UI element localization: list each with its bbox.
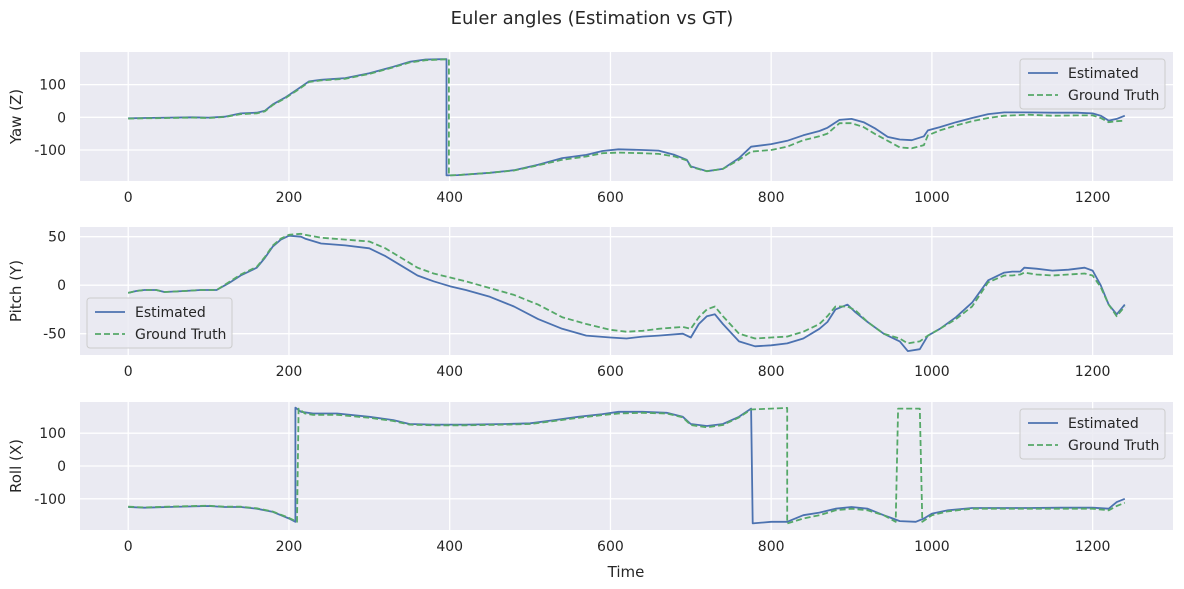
legend-label-estimated: Estimated	[135, 305, 206, 321]
x-tick-label: 800	[758, 364, 785, 380]
x-tick-label: 1000	[914, 539, 950, 555]
x-tick-label: 800	[758, 539, 785, 555]
y-tick-label: 0	[57, 278, 66, 294]
y-tick-label: -50	[43, 327, 66, 343]
series-line-estimated	[127, 234, 1126, 352]
legend: Estimated Ground Truth	[86, 297, 233, 349]
x-tick-label: 600	[597, 190, 624, 206]
x-tick-label: 1000	[914, 190, 950, 206]
plot-area	[80, 227, 1173, 355]
x-tick-label: 1200	[1075, 190, 1111, 206]
y-tick-label: 100	[39, 426, 66, 442]
legend-label-ground-truth: Ground Truth	[1068, 88, 1159, 104]
x-tick-label: 1200	[1075, 539, 1111, 555]
x-tick-label: 0	[124, 539, 133, 555]
x-tick-label: 200	[276, 364, 303, 380]
series-line-ground-truth	[128, 58, 1125, 177]
subplot-1: 0 200 400 600 800 1000 1200 -100 0 100 Yaw (Z) Esti…	[7, 52, 1173, 206]
legend-box	[1019, 58, 1166, 110]
x-tick-label: 600	[597, 539, 624, 555]
x-tick-label: 800	[758, 190, 785, 206]
figure-title: Euler angles (Estimation vs GT)	[451, 8, 734, 29]
y-tick-label: 0	[57, 110, 66, 126]
legend: Estimated Ground Truth	[1019, 58, 1166, 110]
x-tick-label: 400	[436, 364, 463, 380]
x-tick-label: 200	[276, 190, 303, 206]
legend-label-estimated: Estimated	[1068, 416, 1139, 432]
legend-label-ground-truth: Ground Truth	[1068, 438, 1159, 454]
y-axis-label: Roll (X)	[7, 439, 25, 493]
x-tick-label: 600	[597, 364, 624, 380]
x-tick-label: 0	[124, 364, 133, 380]
y-axis-label: Pitch (Y)	[7, 260, 25, 322]
x-tick-label: 1000	[914, 364, 950, 380]
plot-area	[80, 52, 1173, 181]
x-tick-label: 400	[436, 190, 463, 206]
series-lines	[128, 406, 1126, 525]
legend-box	[86, 297, 233, 349]
y-tick-label: 0	[57, 459, 66, 475]
y-tick-label: -100	[34, 143, 66, 159]
y-tick-label: 50	[48, 230, 66, 246]
series-lines	[128, 58, 1126, 177]
legend-label-estimated: Estimated	[1068, 66, 1139, 82]
x-tick-label: 200	[276, 539, 303, 555]
y-tick-label: 100	[39, 78, 66, 94]
x-tick-label: 0	[124, 190, 133, 206]
x-axis-label: Time	[607, 563, 645, 581]
series-line-ground-truth	[128, 407, 1126, 525]
subplot-3: 0 200 400 600 800 1000 1200 -100 0 100 Roll (X) Est…	[7, 402, 1173, 555]
x-tick-label: 400	[436, 539, 463, 555]
x-tick-label: 1200	[1075, 364, 1111, 380]
y-axis-label: Yaw (Z)	[7, 89, 25, 145]
legend: Estimated Ground Truth	[1019, 408, 1166, 460]
series-lines	[127, 232, 1126, 352]
legend-box	[1019, 408, 1166, 460]
subplot-2: 0 200 400 600 800 1000 1200 -50 0 50 Pitch (Y) Esti…	[7, 227, 1173, 380]
legend-label-ground-truth: Ground Truth	[135, 327, 226, 343]
y-tick-label: -100	[34, 492, 66, 508]
